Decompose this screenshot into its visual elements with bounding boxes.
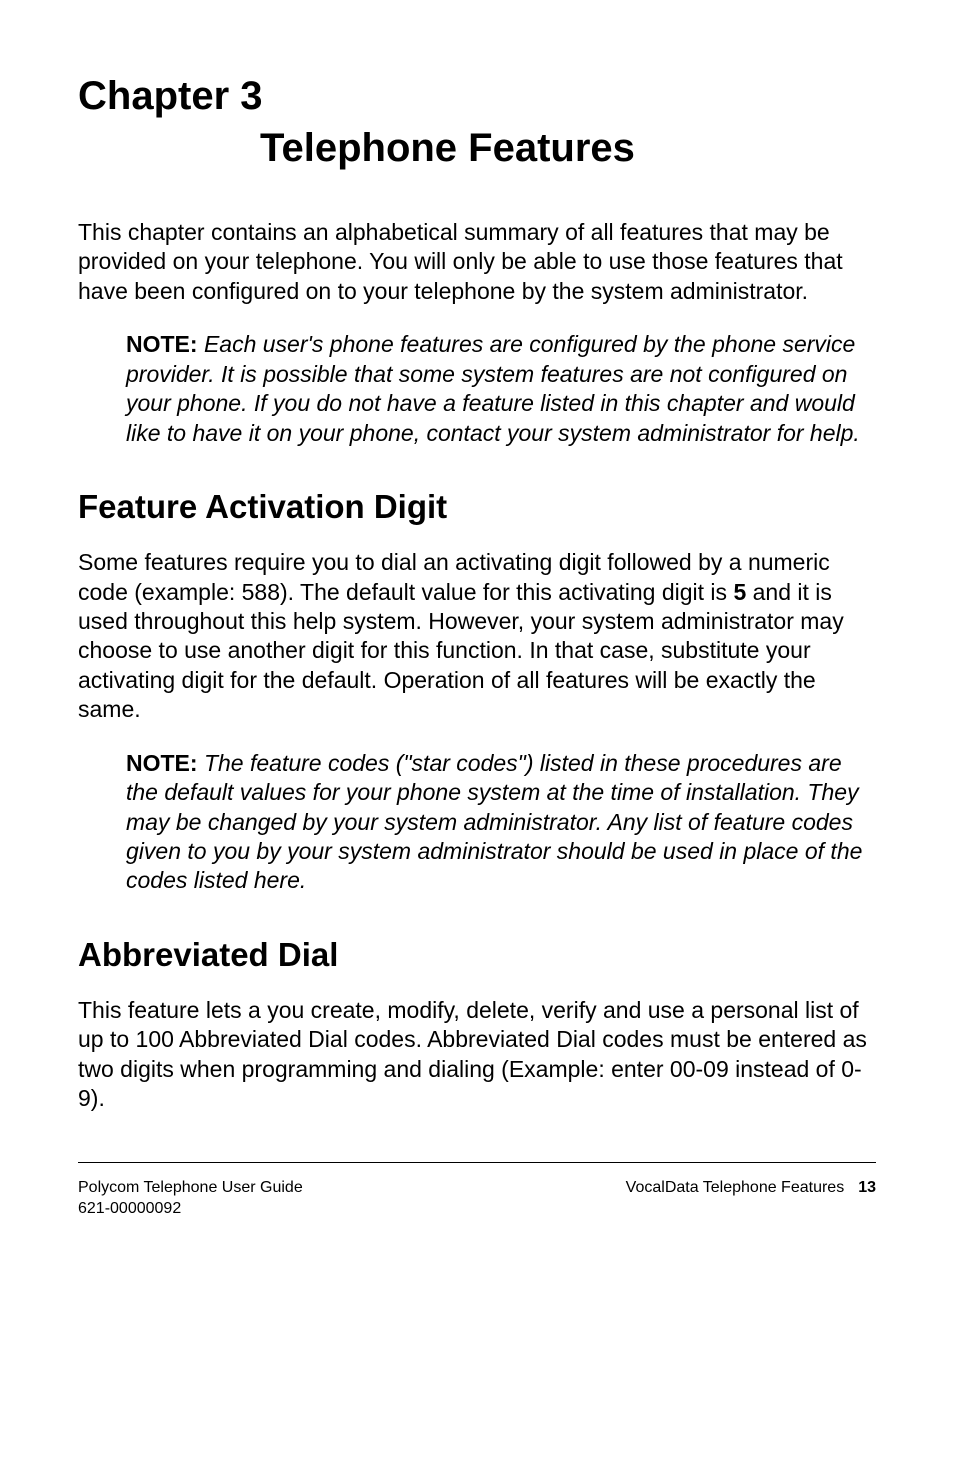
section-heading-feature-activation: Feature Activation Digit bbox=[78, 488, 876, 526]
feature-activation-paragraph: Some features require you to dial an act… bbox=[78, 548, 876, 725]
abbreviated-dial-paragraph: This feature lets a you create, modify, … bbox=[78, 996, 876, 1114]
activating-digit: 5 bbox=[733, 579, 746, 605]
footer-doc-number: 621-00000092 bbox=[78, 1198, 303, 1220]
note-label: NOTE: bbox=[126, 750, 198, 776]
footer-page-number: 13 bbox=[858, 1179, 876, 1196]
chapter-title: Telephone Features bbox=[78, 124, 876, 172]
note-label: NOTE: bbox=[126, 331, 198, 357]
footer-left: Polycom Telephone User Guide 621-0000009… bbox=[78, 1177, 303, 1220]
chapter-label: Chapter 3 bbox=[78, 72, 876, 120]
footer-right: VocalData Telephone Features 13 bbox=[626, 1177, 876, 1220]
note-block-2: NOTE: The feature codes ("star codes") l… bbox=[78, 749, 876, 896]
section-heading-abbreviated-dial: Abbreviated Dial bbox=[78, 936, 876, 974]
note-body: The feature codes ("star codes") listed … bbox=[126, 750, 862, 894]
footer-divider bbox=[78, 1162, 876, 1163]
page-footer: Polycom Telephone User Guide 621-0000009… bbox=[78, 1177, 876, 1220]
note-block-1: NOTE: Each user's phone features are con… bbox=[78, 330, 876, 448]
note-body: Each user's phone features are configure… bbox=[126, 331, 860, 445]
intro-paragraph: This chapter contains an alphabetical su… bbox=[78, 218, 876, 306]
footer-guide-title: Polycom Telephone User Guide bbox=[78, 1177, 303, 1199]
footer-section-title: VocalData Telephone Features bbox=[626, 1179, 845, 1196]
para-pre: Some features require you to dial an act… bbox=[78, 549, 830, 604]
